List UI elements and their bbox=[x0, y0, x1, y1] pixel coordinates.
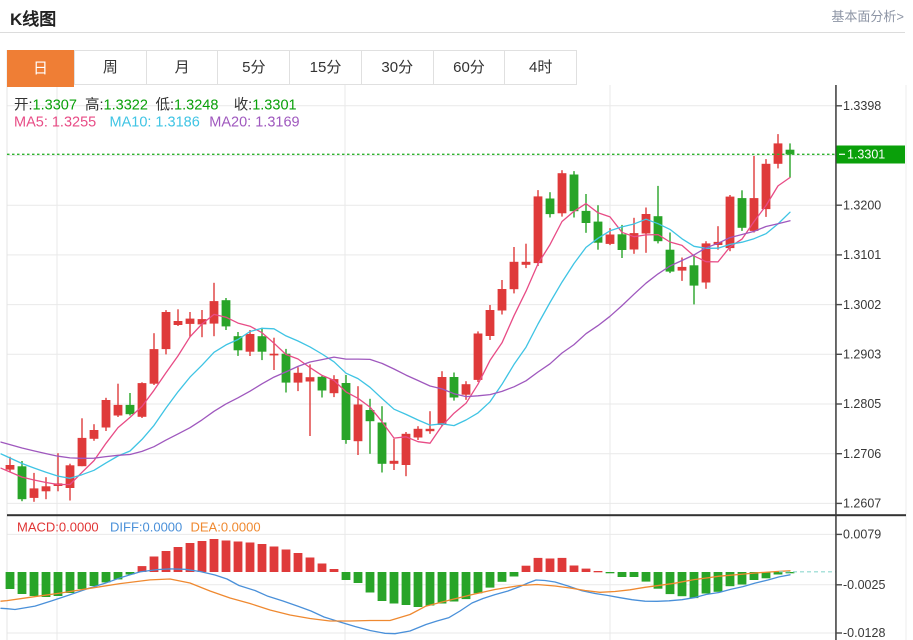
svg-text:高:1.3322: 高:1.3322 bbox=[85, 97, 148, 114]
svg-text:1.3002: 1.3002 bbox=[843, 298, 881, 312]
svg-text:1.2903: 1.2903 bbox=[843, 348, 881, 362]
svg-text:1.2805: 1.2805 bbox=[843, 397, 881, 411]
svg-text:低:1.3248: 低:1.3248 bbox=[156, 97, 219, 114]
svg-text:MA5: 1.3255: MA5: 1.3255 bbox=[14, 115, 96, 131]
svg-text:0.0079: 0.0079 bbox=[843, 528, 881, 542]
svg-text:DIFF:0.0000: DIFF:0.0000 bbox=[110, 520, 182, 535]
svg-text:1.3101: 1.3101 bbox=[843, 248, 881, 262]
svg-text:1.2706: 1.2706 bbox=[843, 447, 881, 461]
svg-text:1.3398: 1.3398 bbox=[843, 99, 881, 113]
svg-text:1.3301: 1.3301 bbox=[847, 148, 885, 162]
svg-text:-0.0128: -0.0128 bbox=[843, 626, 885, 640]
svg-text:收:1.3301: 收:1.3301 bbox=[234, 97, 297, 114]
svg-text:1.3200: 1.3200 bbox=[843, 198, 881, 212]
svg-text:DEA:0.0000: DEA:0.0000 bbox=[191, 520, 261, 535]
svg-text:MACD:0.0000: MACD:0.0000 bbox=[17, 520, 99, 535]
svg-text:开:1.3307: 开:1.3307 bbox=[14, 98, 77, 114]
svg-text:MA10: 1.3186: MA10: 1.3186 bbox=[110, 115, 200, 131]
svg-text:MA20: 1.3169: MA20: 1.3169 bbox=[209, 115, 299, 131]
svg-text:1.2607: 1.2607 bbox=[843, 497, 881, 511]
svg-text:-0.0025: -0.0025 bbox=[843, 578, 885, 592]
